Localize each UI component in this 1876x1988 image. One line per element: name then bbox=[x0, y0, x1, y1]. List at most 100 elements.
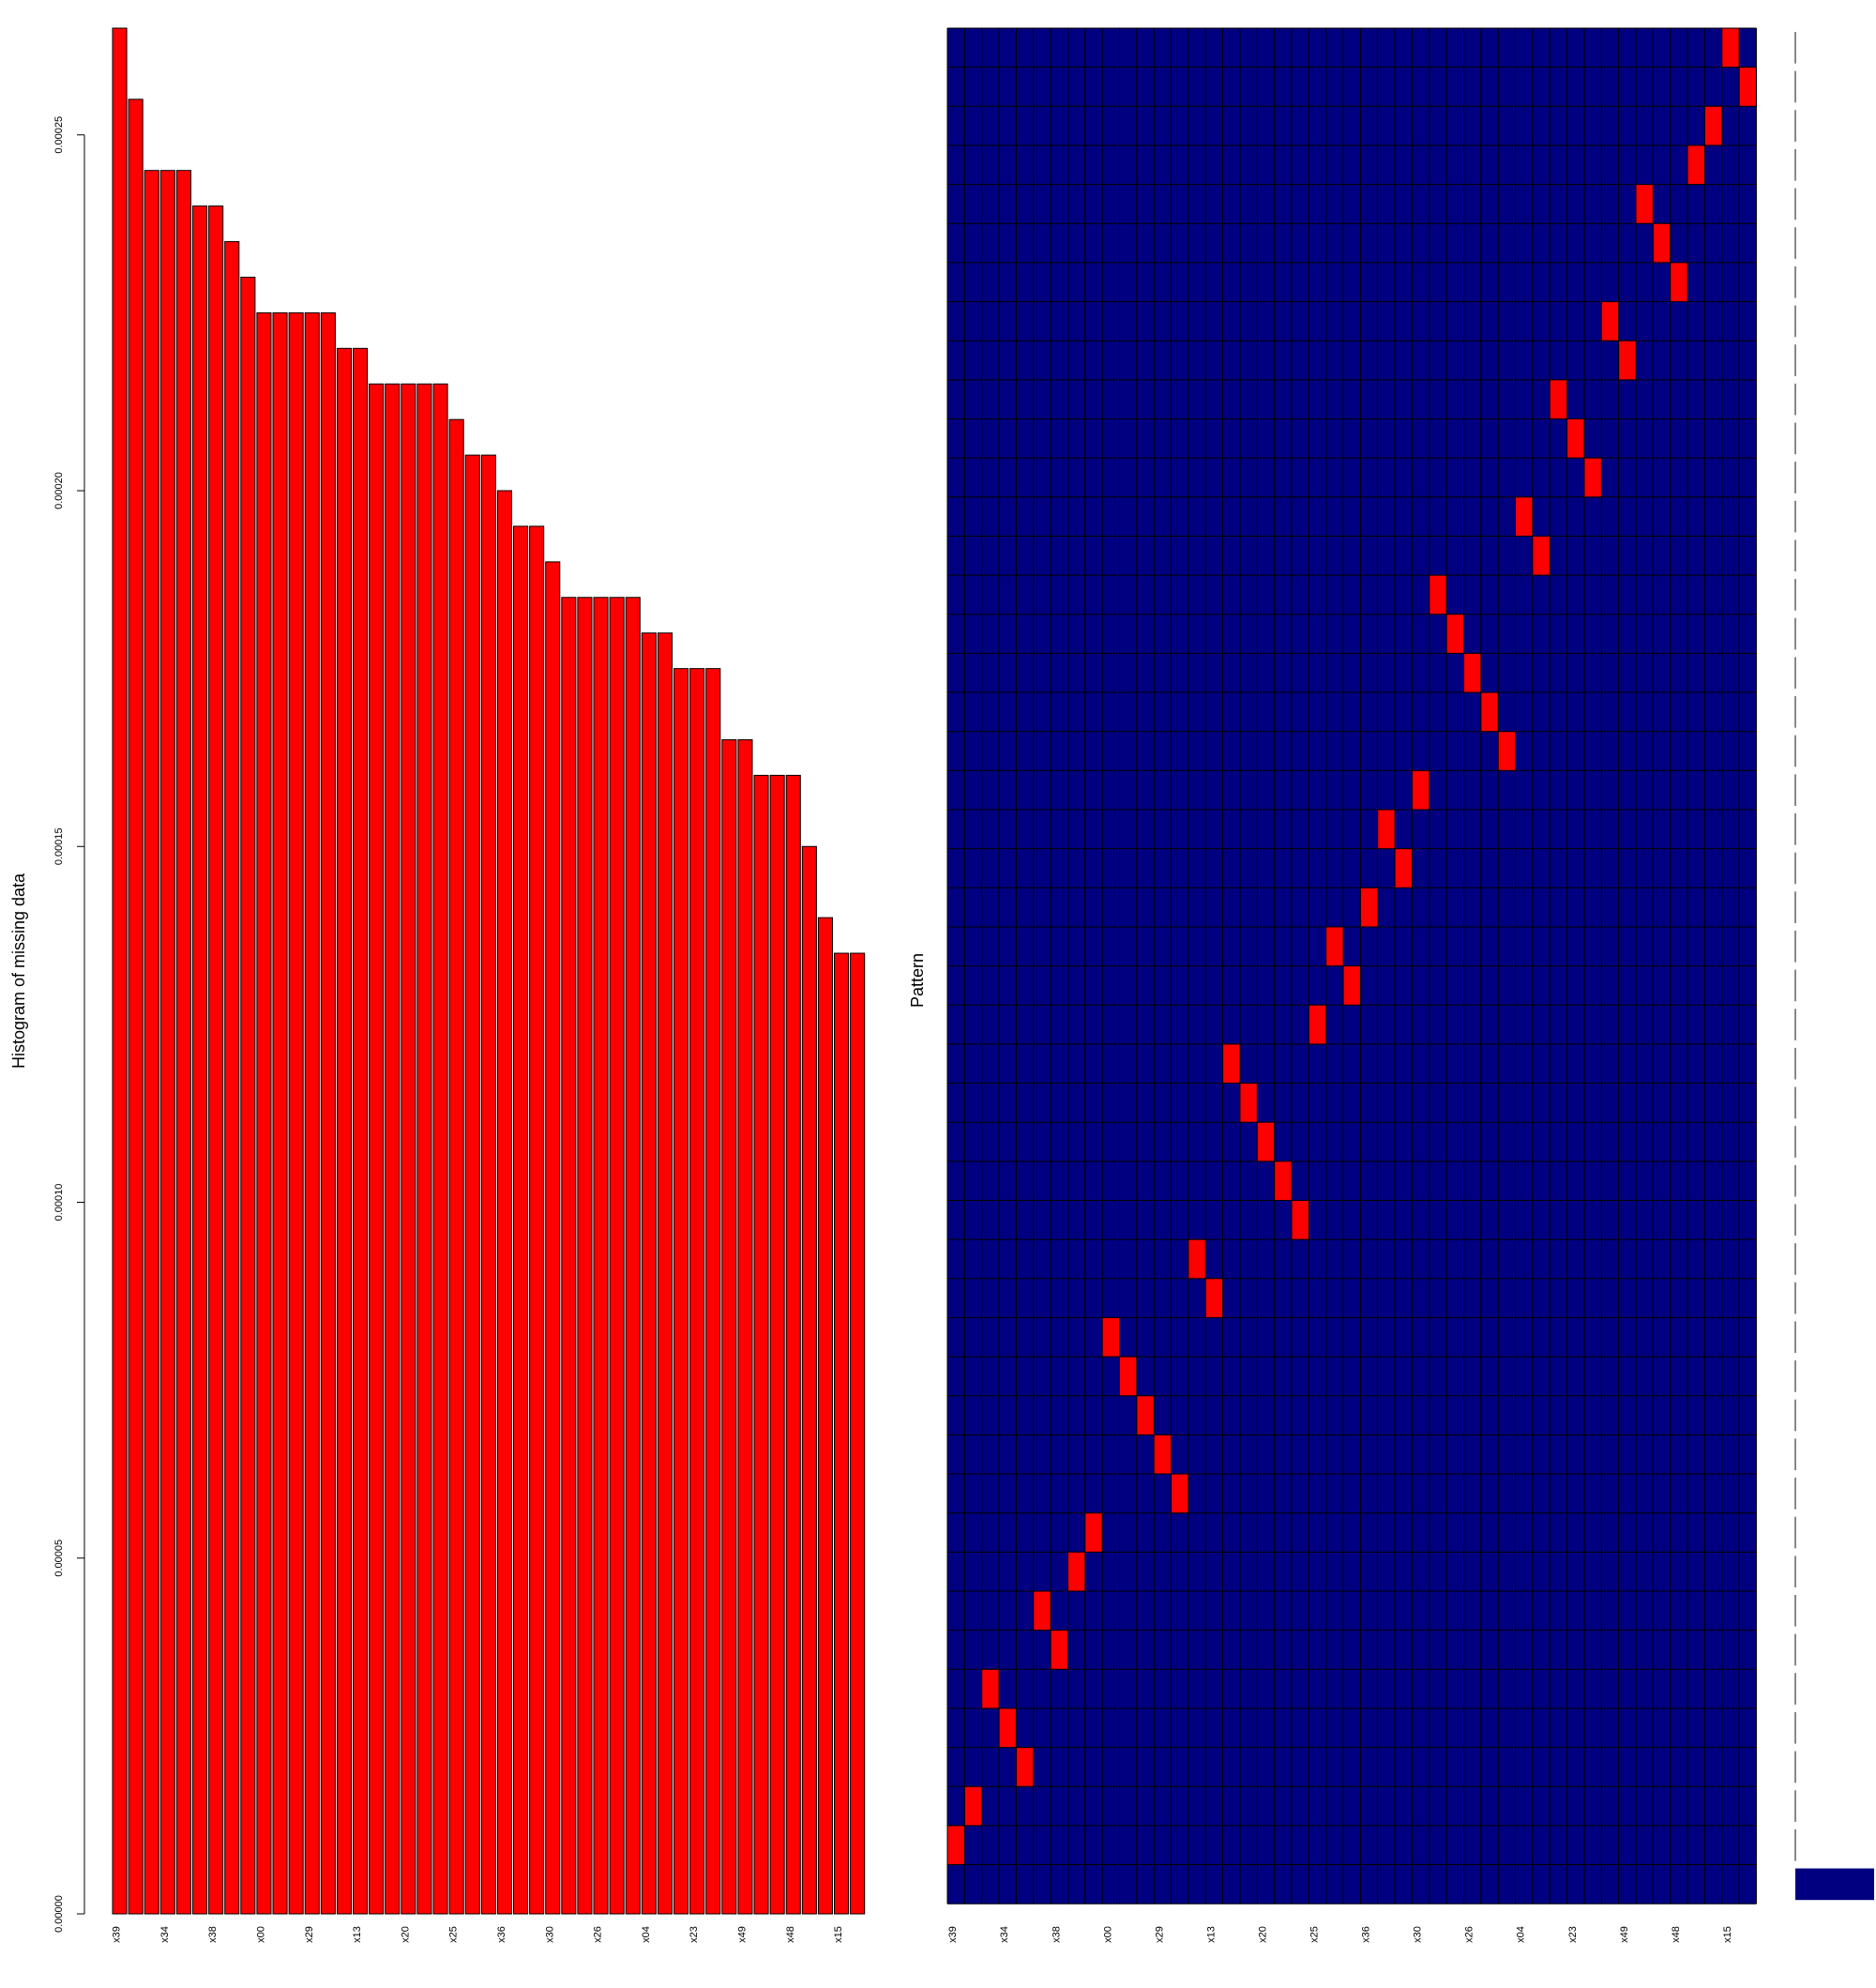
pattern-x-label: x04 bbox=[1516, 1926, 1527, 1943]
histogram-bar bbox=[480, 454, 496, 1915]
histogram-bar bbox=[159, 170, 175, 1915]
missing-cell bbox=[1618, 340, 1637, 381]
histogram-bar bbox=[545, 561, 561, 1915]
missing-cell bbox=[1687, 144, 1705, 186]
pattern-x-label: x49 bbox=[1619, 1926, 1630, 1943]
histogram-bar bbox=[256, 311, 272, 1915]
histogram-bar bbox=[529, 525, 545, 1915]
histogram-bar bbox=[320, 311, 336, 1915]
histogram-bar bbox=[144, 170, 159, 1915]
missing-cell bbox=[1600, 301, 1620, 341]
missing-cell bbox=[1566, 418, 1585, 459]
histogram-bar bbox=[513, 525, 529, 1915]
histogram-x-label: x25 bbox=[448, 1926, 460, 1943]
pattern-x-label: x48 bbox=[1671, 1926, 1682, 1943]
missing-pattern-heatmap: Pattern x39 x34 x38 x00 x29 x13 x20 x25 x36 x30 x26… bbox=[908, 27, 1757, 1943]
missing-cell bbox=[963, 1785, 983, 1827]
missing-cell bbox=[1515, 496, 1534, 537]
pattern-x-label: x39 bbox=[947, 1926, 959, 1943]
histogram-bar bbox=[721, 738, 737, 1915]
histogram-bar bbox=[336, 347, 352, 1915]
histogram-bar bbox=[353, 347, 369, 1915]
pattern-x-label: x38 bbox=[1051, 1926, 1062, 1943]
y-tick-label: 0.00005 bbox=[53, 1540, 65, 1577]
pattern-x-label: x13 bbox=[1205, 1926, 1217, 1943]
missing-cell bbox=[1463, 652, 1482, 693]
missing-cell bbox=[1670, 262, 1688, 303]
missing-cell bbox=[1480, 691, 1499, 733]
missing-cell bbox=[1721, 27, 1740, 68]
histogram-bar bbox=[288, 311, 304, 1915]
missing-cell bbox=[1188, 1238, 1206, 1280]
missing-cell bbox=[1136, 1395, 1155, 1435]
histogram-x-label: x38 bbox=[207, 1926, 219, 1943]
missing-cell bbox=[1256, 1121, 1276, 1162]
histogram-bar bbox=[673, 668, 689, 1915]
histogram-x-label: x23 bbox=[688, 1926, 700, 1943]
missing-cell bbox=[1067, 1551, 1086, 1592]
pattern-x-label: x23 bbox=[1567, 1926, 1579, 1943]
missing-cell bbox=[946, 1825, 965, 1866]
histogram-bar bbox=[625, 597, 641, 1915]
missing-cell bbox=[1411, 769, 1430, 811]
histogram-x-label: x39 bbox=[112, 1926, 123, 1943]
missing-cell bbox=[1549, 379, 1568, 420]
histogram-bar bbox=[369, 383, 385, 1915]
missing-cell bbox=[1497, 731, 1517, 771]
missing-cell bbox=[1635, 184, 1654, 224]
missing-cell bbox=[998, 1707, 1017, 1749]
pattern-x-label: x36 bbox=[1361, 1926, 1372, 1943]
histogram-bar bbox=[737, 738, 753, 1915]
y-tick-label: 0.00020 bbox=[53, 472, 65, 509]
histogram-bar bbox=[705, 668, 721, 1915]
y-tick-label: 0.00015 bbox=[53, 827, 65, 865]
pattern-frequency-sidebar bbox=[1794, 32, 1874, 1901]
missing-cell bbox=[1101, 1316, 1121, 1358]
histogram-x-label: x04 bbox=[641, 1926, 652, 1943]
histogram-bar bbox=[385, 383, 401, 1915]
missing-cell bbox=[1015, 1747, 1035, 1787]
histogram-bar bbox=[464, 454, 480, 1915]
missing-cell bbox=[1033, 1590, 1051, 1631]
histogram-bar bbox=[496, 490, 513, 1915]
missing-cell bbox=[981, 1668, 1000, 1709]
histogram-bar bbox=[769, 774, 785, 1915]
missing-cell bbox=[1153, 1434, 1172, 1475]
pattern-x-label: x20 bbox=[1257, 1926, 1268, 1943]
histogram-x-label: x13 bbox=[352, 1926, 363, 1943]
missing-cell bbox=[1394, 848, 1413, 888]
y-tick-label: 0.00000 bbox=[53, 1895, 65, 1933]
pattern-x-label: x15 bbox=[1722, 1926, 1733, 1943]
histogram-bar bbox=[609, 597, 625, 1915]
pattern-x-label: x34 bbox=[999, 1926, 1010, 1943]
histogram-x-label: x34 bbox=[159, 1926, 171, 1943]
missing-cell bbox=[1652, 222, 1672, 264]
histogram-bar bbox=[128, 99, 144, 1915]
histogram-bar bbox=[641, 632, 657, 1915]
histogram-bar bbox=[175, 170, 191, 1915]
missing-cell bbox=[1532, 535, 1551, 576]
histogram-bar bbox=[593, 597, 609, 1915]
missing-cell bbox=[1342, 965, 1361, 1006]
missing-cell bbox=[1583, 457, 1602, 498]
pattern-frequency-bar-complete bbox=[1795, 1868, 1874, 1901]
histogram-bar bbox=[801, 845, 817, 1915]
y-tick-label: 0.00025 bbox=[53, 116, 65, 154]
missing-cell bbox=[1239, 1083, 1258, 1123]
histogram-bar bbox=[272, 311, 288, 1915]
missing-cell bbox=[1359, 887, 1379, 928]
missing-cell bbox=[1050, 1630, 1068, 1670]
missing-cell bbox=[1119, 1356, 1138, 1397]
missing-cell bbox=[1703, 105, 1723, 146]
histogram-bar bbox=[657, 632, 673, 1915]
histogram-bar bbox=[224, 241, 240, 1915]
histogram-ylabel: Histogram of missing data bbox=[9, 873, 28, 1069]
missing-data-histogram: 0.00000 0.00005 0.00010 0.00015 0.00020 0.000… bbox=[9, 27, 866, 1943]
missing-cell bbox=[1171, 1473, 1189, 1514]
histogram-x-label: x49 bbox=[736, 1926, 748, 1943]
histogram-x-label: x00 bbox=[255, 1926, 266, 1943]
missing-cell bbox=[1274, 1161, 1293, 1201]
missing-cell bbox=[1445, 614, 1465, 654]
histogram-bar bbox=[561, 597, 577, 1915]
missing-cell bbox=[1738, 67, 1757, 107]
